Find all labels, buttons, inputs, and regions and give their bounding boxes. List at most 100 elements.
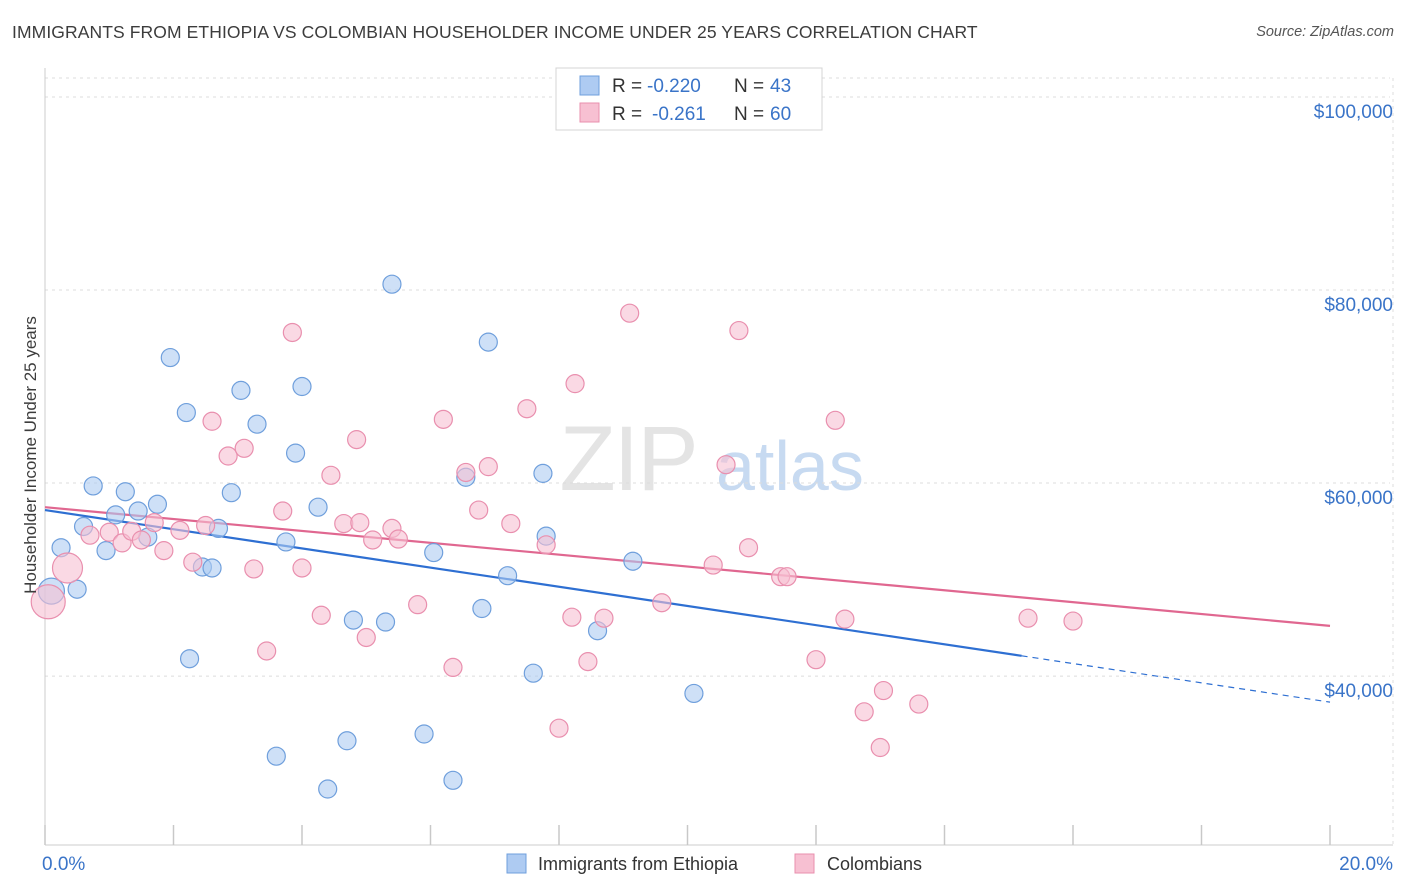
stats-n-value-colombia: 60 [770,104,791,125]
data-point-ethiopia [308,497,328,517]
data-point-colombia [594,608,614,628]
data-point-ethiopia [375,612,396,632]
data-point-ethiopia [83,476,103,496]
stats-r-label-colombia: R = [612,104,642,125]
data-point-colombia [183,552,203,572]
stats-legend: R = -0.220 N = 43 R = -0.261 N = 60 [555,67,823,131]
stats-legend-frame [555,67,823,131]
data-point-colombia [30,584,66,620]
watermark-zip: ZIP [559,408,696,510]
data-point-ethiopia [179,649,200,669]
data-point-colombia [244,559,264,579]
data-point-ethiopia [221,483,241,503]
legend-label-ethiopia: Immigrants from Ethiopia [538,854,739,874]
stats-r-value-colombia: -0.261 [652,104,706,125]
data-point-ethiopia [147,494,168,514]
data-point-colombia [433,409,453,429]
data-point-colombia [854,702,874,722]
data-point-colombia [408,595,428,615]
chart-source: Source: ZipAtlas.com [1256,24,1394,40]
data-point-colombia [350,513,370,533]
data-point-colombia [1018,608,1038,628]
data-point-colombia [738,538,759,558]
data-point-colombia [154,541,174,561]
legend-swatch-ethiopia [506,853,527,874]
data-point-colombia [620,303,640,323]
data-point-ethiopia [343,610,363,630]
data-point-colombia [777,567,797,587]
data-point-colombia [825,410,845,430]
watermark-atlas: atlas [716,427,864,505]
trend-layer [44,506,1331,703]
data-point-ethiopia [115,482,135,502]
ticks-layer: $40,000 $60,000 $80,000 $100,000 0.0% 20.0% [42,102,1393,875]
stats-r-value-ethiopia: -0.220 [647,76,701,97]
data-point-ethiopia [128,501,148,521]
series-legend: Immigrants from Ethiopia Colombians [506,853,922,874]
data-point-colombia [388,529,408,549]
data-point-ethiopia [523,663,543,683]
data-point-colombia [170,520,190,540]
data-point-ethiopia [276,532,296,552]
stats-swatch-colombia [579,102,600,123]
data-point-ethiopia [443,770,463,790]
data-point-ethiopia [247,414,267,434]
data-point-colombia [517,399,537,419]
y-tick-label: $80,000 [1324,295,1393,316]
data-point-ethiopia [285,443,306,463]
data-point-ethiopia [96,541,116,561]
data-point-ethiopia [478,332,498,352]
trend-line-extension-ethiopia [1021,655,1331,703]
data-point-ethiopia [424,542,444,563]
stats-n-value-ethiopia: 43 [770,76,791,97]
data-point-ethiopia [202,558,222,578]
stats-r-label-ethiopia: R = [612,76,642,97]
y-tick-label: $100,000 [1314,102,1393,123]
points-layer [30,274,1083,799]
data-point-colombia [536,535,556,555]
data-point-colombia [131,530,151,550]
data-point-colombia [234,438,254,458]
trend-line-colombia [44,506,1331,627]
data-point-colombia [196,515,216,536]
data-point-colombia [334,513,354,534]
data-point-colombia [144,513,164,533]
data-point-colombia [835,609,855,629]
data-point-ethiopia [231,380,251,400]
data-point-ethiopia [318,779,338,799]
data-point-colombia [443,657,463,678]
y-tick-label: $60,000 [1324,488,1393,509]
grid-layer [45,77,1390,677]
data-point-colombia [99,522,119,542]
y-axis-label: Householder Income Under 25 years [21,316,40,594]
data-point-colombia [562,607,582,627]
data-point-colombia [478,457,498,477]
data-point-ethiopia [623,551,643,571]
data-point-colombia [80,525,100,545]
data-point-colombia [311,605,331,625]
data-point-colombia [806,650,826,670]
data-point-colombia [501,513,521,534]
data-point-colombia [729,320,749,341]
data-point-colombia [870,737,890,758]
stats-swatch-ethiopia [579,75,600,96]
data-point-ethiopia [533,463,553,483]
data-point-colombia [202,411,222,431]
legend-label-colombia: Colombians [827,854,922,874]
data-point-ethiopia [684,683,704,704]
data-point-ethiopia [160,347,180,368]
data-point-colombia [565,374,585,394]
data-point-colombia [1063,611,1083,631]
data-point-ethiopia [472,598,492,619]
data-point-colombia [703,555,723,575]
x-tick-label-start: 0.0% [42,854,85,875]
y-tick-label: $40,000 [1324,681,1393,702]
data-point-colombia [716,455,736,475]
data-point-colombia [578,652,598,672]
data-point-colombia [469,500,489,520]
x-tick-label-end: 20.0% [1339,854,1393,875]
data-point-colombia [652,593,672,613]
stats-n-label-colombia: N = [734,104,764,125]
